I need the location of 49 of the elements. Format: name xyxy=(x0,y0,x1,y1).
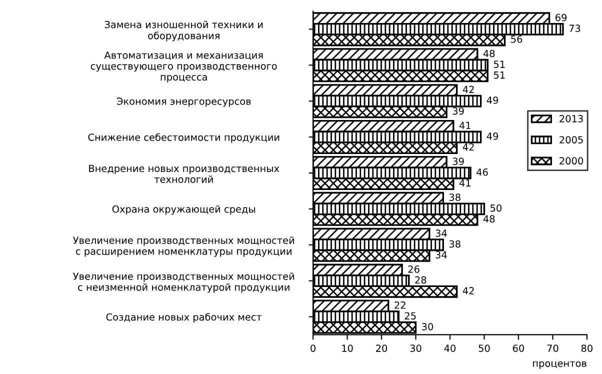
y-tick-label: Автоматизация и механизация существующего производственного процесса xyxy=(90,52,277,82)
data-label: 51 xyxy=(494,60,505,68)
x-tick-label: 80 xyxy=(581,344,592,352)
data-label: 49 xyxy=(486,132,498,140)
x-tick-label: 0 xyxy=(310,344,316,352)
y-tick-label: Создание новых рабочих мест xyxy=(106,312,262,323)
y-tick-label: Внедрение новых производственных технологий xyxy=(89,164,280,183)
data-label: 42 xyxy=(462,287,474,294)
data-label: 34 xyxy=(436,251,447,258)
x-tick-label: 40 xyxy=(444,344,456,352)
data-label: 46 xyxy=(476,168,488,176)
data-label: 22 xyxy=(394,301,406,309)
y-tick-label: Замена изношенной техники и оборудования xyxy=(104,20,263,42)
x-tick-label: 10 xyxy=(342,344,353,352)
legend-label: 2000 xyxy=(560,157,584,165)
x-tick-label: 70 xyxy=(547,344,558,352)
data-label: 39 xyxy=(452,107,464,115)
data-label: 38 xyxy=(449,240,460,248)
data-label: 48 xyxy=(483,50,495,58)
x-tick-label: 20 xyxy=(376,344,388,352)
data-label: 39 xyxy=(452,158,464,166)
data-label: 41 xyxy=(459,179,470,186)
x-tick-label: 60 xyxy=(512,344,524,352)
x-axis-title: процентов xyxy=(533,361,586,369)
data-label: 50 xyxy=(490,204,502,212)
data-label: 34 xyxy=(436,230,447,237)
y-tick-label: Охрана окружающей среды xyxy=(112,205,256,215)
x-tick-label: 50 xyxy=(478,344,490,352)
x-tick-label: 30 xyxy=(410,344,422,352)
data-label: 25 xyxy=(404,312,416,320)
y-tick-label: Снижение себестоимости продукции xyxy=(88,133,280,143)
data-label: 26 xyxy=(408,265,420,273)
data-label: 30 xyxy=(422,323,434,330)
data-label: 42 xyxy=(462,143,474,150)
data-label: 48 xyxy=(483,215,495,223)
data-label: 73 xyxy=(569,24,580,32)
data-label: 42 xyxy=(462,86,474,93)
data-label: 56 xyxy=(511,35,522,43)
y-tick-label: Экономия энергоресурсов xyxy=(116,98,251,107)
y-tick-label: Увеличение производственных мощностей с неизменной номенклатурой продукции xyxy=(73,272,294,293)
data-label: 28 xyxy=(415,276,426,284)
data-label: 38 xyxy=(449,194,460,201)
y-tick-label: Увеличение производственных мощностей с расширением номенклатуры продукции xyxy=(73,236,294,257)
legend-label: 2013 xyxy=(560,115,583,122)
data-label: 69 xyxy=(556,14,567,22)
data-label: 49 xyxy=(486,96,498,104)
data-label: 51 xyxy=(494,72,505,79)
legend-label: 2005 xyxy=(560,136,583,144)
data-label: 41 xyxy=(459,122,470,129)
